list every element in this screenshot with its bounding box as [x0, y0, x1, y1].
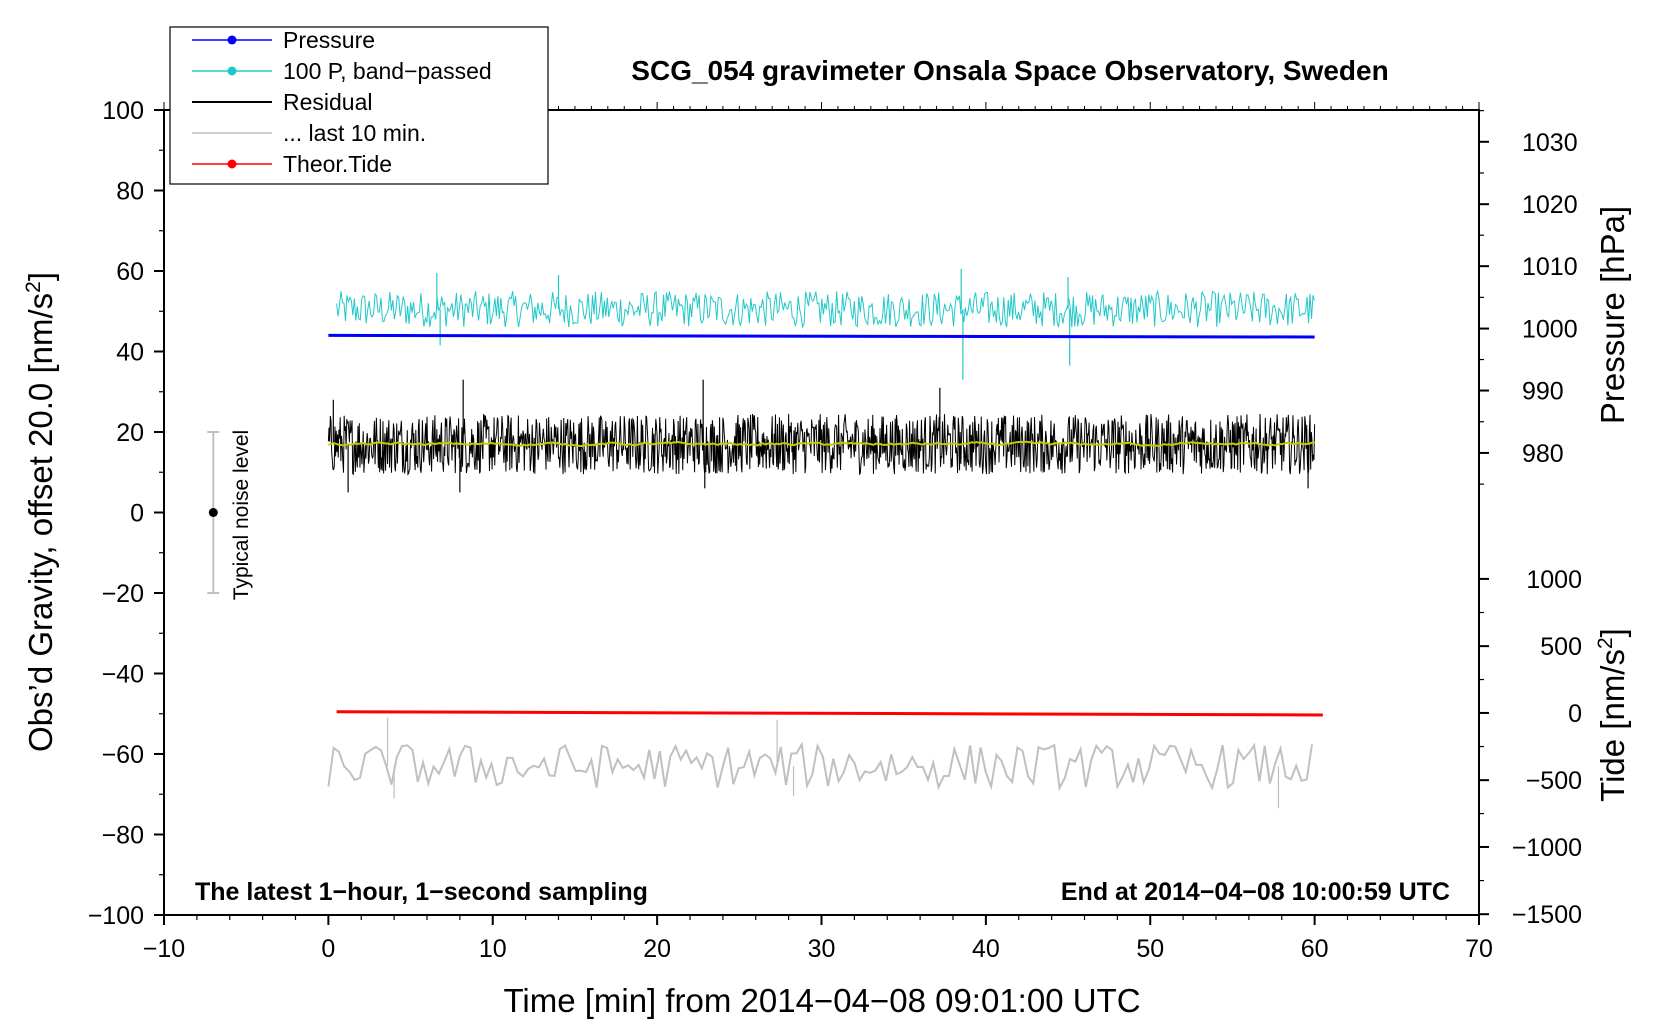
pressure-tick-label: 1030: [1522, 129, 1578, 157]
x-tick-label: 0: [321, 935, 335, 963]
legend-swatch-marker: [227, 35, 237, 45]
legend-label: 100 P, band−passed: [283, 58, 492, 84]
tide-tick-label: −500: [1526, 767, 1582, 795]
tide-tick-label: 1000: [1526, 566, 1582, 594]
series-pressure: [328, 333, 1315, 339]
y-axis-label-left-end: ]: [22, 272, 59, 281]
x-tick-label: 70: [1465, 935, 1493, 963]
x-tick-label: 10: [479, 935, 507, 963]
noise-bar-label: Typical noise level: [230, 430, 253, 600]
series-theoretical-tide: [336, 710, 1323, 717]
series-residual-smoothed: [328, 440, 1315, 448]
x-tick-label: 40: [972, 935, 1000, 963]
tide-axis-label-main: Tide [nm/s: [1594, 649, 1631, 802]
series-residual: [327, 413, 1316, 476]
pressure-tick-label: 1020: [1522, 191, 1578, 219]
noise-bar: [207, 431, 220, 594]
pressure-tick-label: 1000: [1522, 316, 1578, 344]
legend: Pressure 100 P, band−passed Residual ... la…: [169, 26, 549, 185]
tide-axis-label: Tide [nm/s2]: [1594, 628, 1631, 802]
x-tick-label: 30: [808, 935, 836, 963]
y-axis-label-left: Obs’d Gravity, offset 20.0 [nm/s2]: [22, 272, 59, 752]
legend-label: Pressure: [283, 27, 375, 53]
y-tick-label: 20: [116, 419, 144, 447]
sampling-annotation: The latest 1−hour, 1−second sampling: [195, 878, 648, 906]
y-tick-label: 100: [102, 97, 144, 125]
x-axis-label: Time [min] from 2014−04−08 09:01:00 UTC: [503, 982, 1140, 1019]
x-tick-label: 20: [643, 935, 671, 963]
legend-items: Pressure 100 P, band−passed Residual ... la…: [192, 27, 492, 177]
pressure-tick-label: 990: [1522, 378, 1564, 406]
series-last-10-min: [327, 741, 1313, 792]
y-tick-label: −40: [102, 661, 144, 689]
legend-box: [169, 26, 549, 185]
series-layer: [327, 268, 1323, 809]
y-tick-label: 0: [130, 500, 144, 528]
legend-label: Theor.Tide: [283, 151, 392, 177]
pressure-tick-label: 980: [1522, 440, 1564, 468]
tide-axis-label-sup: 2: [1594, 637, 1617, 649]
y-tick-label: −60: [102, 741, 144, 769]
tide-tick-label: 0: [1568, 700, 1582, 728]
legend-swatch-marker: [227, 66, 237, 76]
y-tick-label: −80: [102, 822, 144, 850]
pressure-tick-label: 1010: [1522, 253, 1578, 281]
tide-tick-label: 500: [1540, 633, 1582, 661]
legend-label: Residual: [283, 89, 373, 115]
y-tick-label: −100: [88, 902, 144, 930]
pressure-axis-label: Pressure [hPa]: [1594, 206, 1631, 424]
series-band-passed-pressure: [336, 289, 1315, 330]
noise-bar-center: [208, 508, 218, 517]
y-tick-label: 40: [116, 339, 144, 367]
y-tick-label: 80: [116, 178, 144, 206]
end-time-annotation: End at 2014−04−08 10:00:59 UTC: [1061, 878, 1450, 906]
y-axis-label-left-sup: 2: [22, 281, 45, 293]
x-tick-label: −10: [143, 935, 185, 963]
ticks-layer: −10 0 10 20 30 40 50 60 70100806040200−20−40−60−…: [88, 97, 1582, 963]
chart-title: SCG_054 gravimeter Onsala Space Observat…: [631, 55, 1388, 86]
legend-label: ... last 10 min.: [283, 120, 426, 146]
y-axis-label-left-main: Obs’d Gravity, offset 20.0 [nm/s: [22, 293, 59, 752]
legend-swatch-marker: [227, 159, 237, 169]
x-tick-label: 60: [1301, 935, 1329, 963]
tide-axis-label-end: ]: [1594, 628, 1631, 637]
x-tick-label: 50: [1136, 935, 1164, 963]
y-tick-label: 60: [116, 258, 144, 286]
tide-tick-label: −1500: [1512, 901, 1582, 929]
y-tick-label: −20: [102, 580, 144, 608]
tide-tick-label: −1000: [1512, 834, 1582, 862]
